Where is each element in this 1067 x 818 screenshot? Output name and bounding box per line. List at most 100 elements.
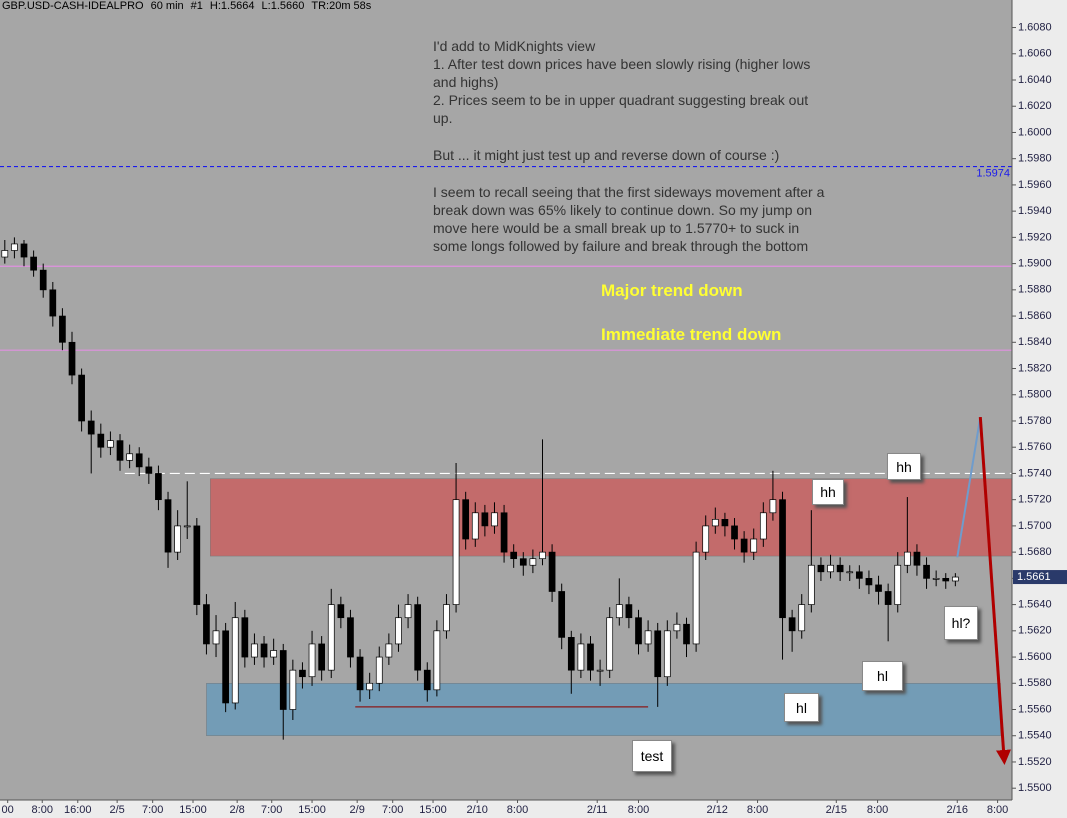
candle-body bbox=[750, 538, 758, 553]
candle-body bbox=[222, 630, 229, 704]
x-tick-label: 15:00 bbox=[179, 804, 207, 816]
y-tick-label: 1.5560 bbox=[1018, 703, 1052, 715]
candle-body bbox=[97, 433, 105, 448]
y-tick-label: 1.5540 bbox=[1018, 730, 1052, 742]
trend-path bbox=[956, 416, 982, 558]
note-paragraph: I seem to recall seeing that the first s… bbox=[433, 183, 824, 255]
candle-body bbox=[404, 604, 412, 619]
candle-body bbox=[625, 604, 633, 619]
y-tick-label: 1.5640 bbox=[1018, 598, 1052, 610]
candle-body bbox=[452, 499, 460, 605]
candle-body bbox=[788, 617, 796, 632]
candle-body bbox=[135, 453, 143, 468]
note-paragraph: I'd add to MidKnights view 1. After test … bbox=[433, 37, 824, 127]
candle-body bbox=[596, 669, 604, 672]
candle-body bbox=[587, 643, 594, 671]
x-tick-label: 7:00 bbox=[142, 804, 163, 816]
candle-body bbox=[212, 630, 220, 645]
candle-body bbox=[539, 551, 546, 560]
candle-body bbox=[375, 656, 383, 684]
x-tick-label: 00 bbox=[2, 804, 14, 816]
candle-body bbox=[164, 499, 172, 553]
note-line: some longs followed by failure and break… bbox=[433, 238, 809, 254]
y-tick-label: 1.5900 bbox=[1018, 258, 1052, 270]
candle-body bbox=[807, 564, 815, 605]
x-tick-label: 2/9 bbox=[350, 804, 365, 816]
candle-body bbox=[279, 650, 287, 710]
candle-body bbox=[827, 564, 834, 573]
candle-body bbox=[500, 512, 508, 553]
candle-body bbox=[318, 643, 326, 671]
candle-body bbox=[20, 243, 28, 258]
candle-body bbox=[731, 525, 738, 540]
y-tick-label: 1.5800 bbox=[1018, 389, 1052, 401]
callout: hl bbox=[862, 661, 903, 691]
candle-body bbox=[155, 473, 162, 501]
notes: I'd add to MidKnights view 1. After test … bbox=[433, 37, 824, 274]
candle-body bbox=[260, 643, 268, 658]
y-tick-label: 1.5720 bbox=[1018, 494, 1052, 506]
header: GBP.USD-CASH-IDEALPRO 60 min #1 H:1.5664 L:1… bbox=[2, 0, 378, 12]
y-tick-label: 1.5980 bbox=[1018, 153, 1052, 165]
x-tick-label: 7:00 bbox=[382, 804, 403, 816]
x-tick-label: 15:00 bbox=[419, 804, 447, 816]
candle-body bbox=[932, 578, 940, 580]
y-tick-label: 1.5520 bbox=[1018, 756, 1052, 768]
y-tick-label: 1.5960 bbox=[1018, 179, 1052, 191]
candle-body bbox=[711, 518, 719, 527]
candle-body bbox=[606, 617, 614, 671]
header-field: 60 min bbox=[150, 0, 184, 12]
candle-body bbox=[519, 558, 527, 566]
y-tick-label: 1.6000 bbox=[1018, 126, 1052, 138]
candle-body bbox=[923, 564, 930, 579]
candle-body bbox=[116, 440, 124, 461]
candle-body bbox=[356, 656, 364, 691]
candle-body bbox=[952, 576, 959, 582]
note-line: and highs) bbox=[433, 74, 499, 90]
x-tick-label: 8:00 bbox=[987, 804, 1008, 816]
x-tick-label: 7:00 bbox=[261, 804, 282, 816]
last-price-box bbox=[1013, 570, 1067, 585]
trend-label: Major trend down bbox=[601, 281, 743, 300]
y-tick-label: 1.6060 bbox=[1018, 48, 1052, 60]
x-axis-panel bbox=[0, 800, 1012, 818]
level-label: 1.5974 bbox=[976, 167, 1010, 179]
header-field: H:1.5664 bbox=[209, 0, 255, 12]
candle-body bbox=[779, 499, 786, 619]
y-tick-label: 1.5500 bbox=[1018, 782, 1052, 794]
candle-body bbox=[471, 512, 479, 540]
trend-label: Immediate trend down bbox=[601, 325, 782, 344]
y-tick-label: 1.5740 bbox=[1018, 467, 1052, 479]
candle-body bbox=[683, 623, 690, 645]
y-tick-label: 1.5580 bbox=[1018, 677, 1052, 689]
candle-body bbox=[193, 525, 201, 605]
candle-body bbox=[798, 604, 806, 632]
candle-body bbox=[347, 617, 354, 658]
x-tick-label: 2/11 bbox=[587, 804, 608, 816]
candle-body bbox=[529, 558, 537, 566]
y-tick-label: 1.6020 bbox=[1018, 100, 1052, 112]
candle-body bbox=[366, 682, 374, 691]
candle-body bbox=[385, 643, 393, 658]
x-tick-label: 8:00 bbox=[507, 804, 528, 816]
candle-body bbox=[510, 551, 518, 560]
candle-body bbox=[241, 617, 249, 658]
y-tick-label: 1.5940 bbox=[1018, 205, 1052, 217]
y-tick-label: 1.6080 bbox=[1018, 21, 1052, 33]
candle-body bbox=[567, 637, 575, 671]
zone bbox=[206, 683, 1001, 736]
candle-body bbox=[78, 374, 85, 422]
note-line: 2. Prices seem to be in upper quadrant s… bbox=[433, 92, 809, 108]
candle-body bbox=[251, 643, 258, 658]
y-tick-label: 1.5820 bbox=[1018, 362, 1052, 374]
candle-body bbox=[395, 617, 402, 645]
candle-body bbox=[846, 571, 854, 574]
y-tick-label: 1.5880 bbox=[1018, 284, 1052, 296]
candle-body bbox=[231, 617, 239, 704]
x-tick-label: 2/16 bbox=[947, 804, 968, 816]
candle-body bbox=[702, 525, 710, 553]
note-line: up. bbox=[433, 110, 453, 126]
candle-body bbox=[59, 315, 66, 343]
y-tick-label: 1.5620 bbox=[1018, 625, 1052, 637]
